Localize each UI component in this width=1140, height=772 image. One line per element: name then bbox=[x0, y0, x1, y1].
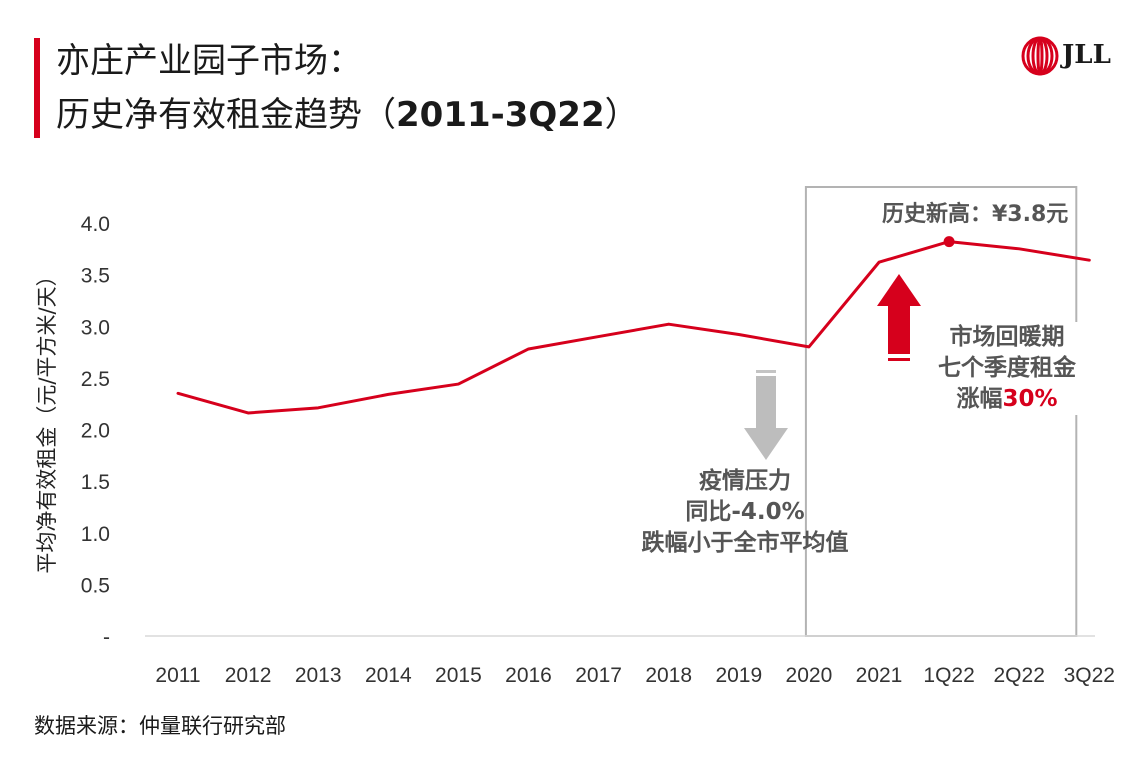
pandemic-line-1: 疫情压力 bbox=[699, 468, 791, 494]
down-arrow-stripe bbox=[756, 370, 776, 373]
x-tick-label: 2015 bbox=[435, 664, 482, 687]
x-tick-label: 2012 bbox=[225, 664, 272, 687]
series-line bbox=[176, 240, 1091, 415]
y-tick-label: 2.5 bbox=[81, 368, 110, 391]
x-tick-label: 2021 bbox=[856, 664, 903, 687]
x-tick-label: 3Q22 bbox=[1064, 664, 1115, 687]
x-tick-label: 2Q22 bbox=[994, 664, 1045, 687]
pandemic-line-3: 跌幅小于全市平均值 bbox=[641, 530, 849, 556]
down-arrow-head bbox=[744, 428, 788, 460]
title-line-2-years: 2011-3Q22 bbox=[396, 95, 605, 135]
y-tick-label: 0.5 bbox=[81, 574, 110, 597]
pandemic-line-2: 同比-4.0% bbox=[685, 499, 805, 525]
recovery-pct: 30% bbox=[1002, 386, 1058, 412]
pandemic-annotation: 疫情压力 同比-4.0% 跌幅小于全市平均值 bbox=[600, 466, 890, 559]
recovery-line-3-prefix: 涨幅 bbox=[956, 386, 1003, 412]
x-tick-label: 2020 bbox=[786, 664, 833, 687]
recovery-line-3: 涨幅30% bbox=[912, 384, 1102, 415]
x-tick-label: 2019 bbox=[715, 664, 762, 687]
data-source: 数据来源：仲量联行研究部 bbox=[34, 714, 286, 738]
x-tick-label: 2013 bbox=[295, 664, 342, 687]
x-tick-label: 2011 bbox=[155, 664, 200, 687]
y-tick-label: 2.0 bbox=[81, 420, 110, 443]
y-tick-label: 4.0 bbox=[81, 213, 110, 236]
jll-swirl-icon bbox=[1021, 36, 1059, 76]
up-arrow-head bbox=[877, 274, 921, 306]
x-tick-label: 2017 bbox=[575, 664, 622, 687]
x-tick-label: 1Q22 bbox=[923, 664, 974, 687]
title-line-2-prefix: 历史净有效租金趋势（ bbox=[56, 95, 396, 135]
y-axis-title: 平均净有效租金（元/平方米/天） bbox=[35, 265, 59, 573]
title-line-2-suffix: ） bbox=[604, 95, 639, 135]
up-arrow-shaft bbox=[888, 306, 910, 354]
recovery-annotation: 市场回暖期 七个季度租金 涨幅30% bbox=[912, 322, 1102, 415]
peak-annotation: 历史新高：¥3.8元 bbox=[878, 196, 1073, 228]
title-accent-bar bbox=[34, 38, 40, 138]
x-tick-label: 2014 bbox=[365, 664, 412, 687]
peak-point bbox=[943, 236, 955, 248]
down-arrow-shaft bbox=[756, 376, 776, 428]
jll-logo: JLL bbox=[1020, 36, 1120, 76]
title-line-1: 亦庄产业园子市场： bbox=[56, 41, 362, 81]
y-tick-label: - bbox=[103, 626, 110, 649]
x-tick-label: 2016 bbox=[505, 664, 552, 687]
recovery-line-2: 七个季度租金 bbox=[938, 355, 1076, 381]
jll-logo-text: JLL bbox=[1062, 40, 1111, 70]
y-tick-label: 1.0 bbox=[81, 523, 110, 546]
x-tick-label: 2018 bbox=[645, 664, 692, 687]
up-arrow-stripe bbox=[888, 358, 910, 361]
title-line-2: 历史净有效租金趋势（2011-3Q22） bbox=[56, 88, 639, 142]
y-tick-label: 3.5 bbox=[81, 265, 110, 288]
recovery-line-1: 市场回暖期 bbox=[949, 324, 1065, 350]
y-tick-label: 1.5 bbox=[81, 471, 110, 494]
page-title: 亦庄产业园子市场： 历史净有效租金趋势（2011-3Q22） bbox=[56, 34, 639, 142]
y-tick-label: 3.0 bbox=[81, 316, 110, 339]
